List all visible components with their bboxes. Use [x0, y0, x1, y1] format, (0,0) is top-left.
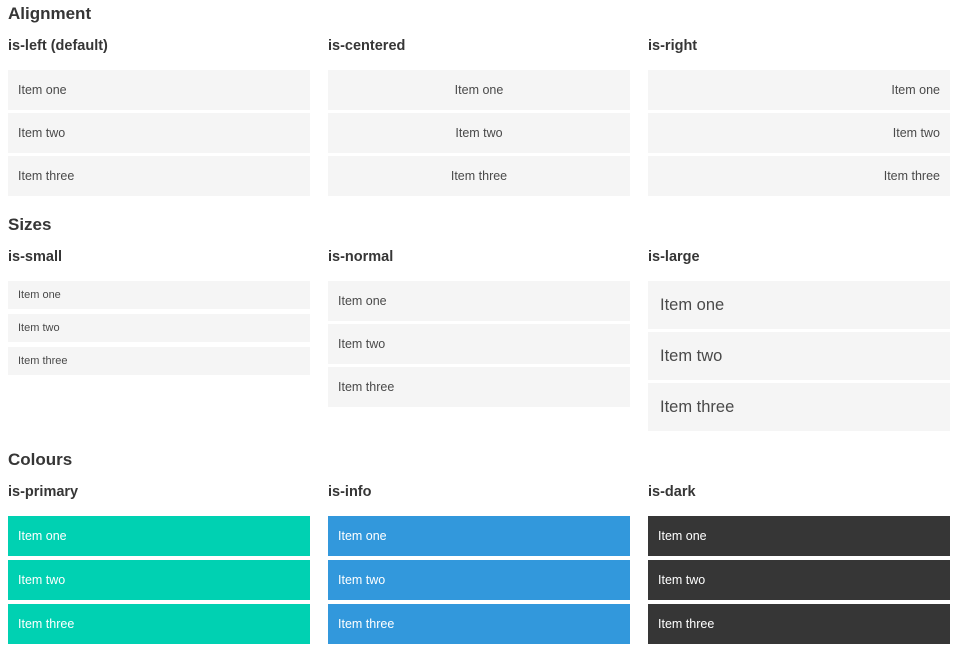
sizes-columns: is-small Item one Item two Item three is… [8, 249, 950, 434]
list-item[interactable]: Item one [8, 281, 310, 309]
item-list: Item one Item two Item three [328, 516, 630, 644]
list-item[interactable]: Item three [648, 604, 950, 644]
group-label-is-normal: is-normal [328, 249, 394, 265]
list-item[interactable]: Item one [328, 281, 630, 321]
list-item[interactable]: Item three [8, 347, 310, 375]
group-is-small: is-small Item one Item two Item three [8, 249, 310, 380]
list-item[interactable]: Item two [648, 332, 950, 380]
list-item[interactable]: Item two [648, 560, 950, 600]
item-list: Item one Item two Item three [8, 516, 310, 644]
list-item[interactable]: Item one [648, 70, 950, 110]
list-item[interactable]: Item one [328, 516, 630, 556]
section-title-alignment: Alignment [8, 4, 92, 23]
list-item[interactable]: Item one [8, 516, 310, 556]
group-is-right: is-right Item one Item two Item three [648, 38, 950, 199]
list-item[interactable]: Item one [648, 281, 950, 329]
list-item[interactable]: Item two [328, 324, 630, 364]
group-label-is-info: is-info [328, 484, 372, 500]
list-item[interactable]: Item two [8, 314, 310, 342]
group-is-primary: is-primary Item one Item two Item three [8, 484, 310, 648]
item-list: Item one Item two Item three [328, 70, 630, 196]
list-item[interactable]: Item two [8, 113, 310, 153]
section-alignment: Alignment is-left (default) Item one Ite… [8, 4, 950, 199]
list-item[interactable]: Item two [328, 113, 630, 153]
group-label-is-small: is-small [8, 249, 62, 265]
group-is-normal: is-normal Item one Item two Item three [328, 249, 630, 410]
section-colours: Colours is-primary Item one Item two Ite… [8, 450, 950, 648]
list-item[interactable]: Item three [8, 156, 310, 196]
list-item[interactable]: Item two [328, 560, 630, 600]
group-is-info: is-info Item one Item two Item three [328, 484, 630, 648]
item-list: Item one Item two Item three [648, 70, 950, 196]
item-list: Item one Item two Item three [8, 281, 310, 375]
group-label-is-left: is-left (default) [8, 38, 108, 54]
alignment-columns: is-left (default) Item one Item two Item… [8, 38, 950, 199]
group-label-is-primary: is-primary [8, 484, 79, 500]
list-item[interactable]: Item two [648, 113, 950, 153]
section-sizes: Sizes is-small Item one Item two Item th… [8, 215, 950, 434]
item-list: Item one Item two Item three [648, 516, 950, 644]
group-is-large: is-large Item one Item two Item three [648, 249, 950, 434]
section-title-sizes: Sizes [8, 215, 52, 234]
list-item[interactable]: Item one [8, 70, 310, 110]
list-item[interactable]: Item three [648, 156, 950, 196]
group-is-centered: is-centered Item one Item two Item three [328, 38, 630, 199]
list-item[interactable]: Item three [328, 604, 630, 644]
item-list: Item one Item two Item three [648, 281, 950, 431]
list-item[interactable]: Item two [8, 560, 310, 600]
group-label-is-centered: is-centered [328, 38, 406, 54]
group-label-is-large: is-large [648, 249, 700, 265]
group-label-is-right: is-right [648, 38, 698, 54]
list-item[interactable]: Item one [648, 516, 950, 556]
list-item[interactable]: Item three [8, 604, 310, 644]
group-label-is-dark: is-dark [648, 484, 696, 500]
item-list: Item one Item two Item three [8, 70, 310, 196]
list-item[interactable]: Item three [648, 383, 950, 431]
list-item[interactable]: Item three [328, 367, 630, 407]
section-title-colours: Colours [8, 450, 73, 469]
colours-columns: is-primary Item one Item two Item three … [8, 484, 950, 648]
list-item[interactable]: Item three [328, 156, 630, 196]
item-list: Item one Item two Item three [328, 281, 630, 407]
group-is-dark: is-dark Item one Item two Item three [648, 484, 950, 648]
list-item[interactable]: Item one [328, 70, 630, 110]
group-is-left: is-left (default) Item one Item two Item… [8, 38, 310, 199]
